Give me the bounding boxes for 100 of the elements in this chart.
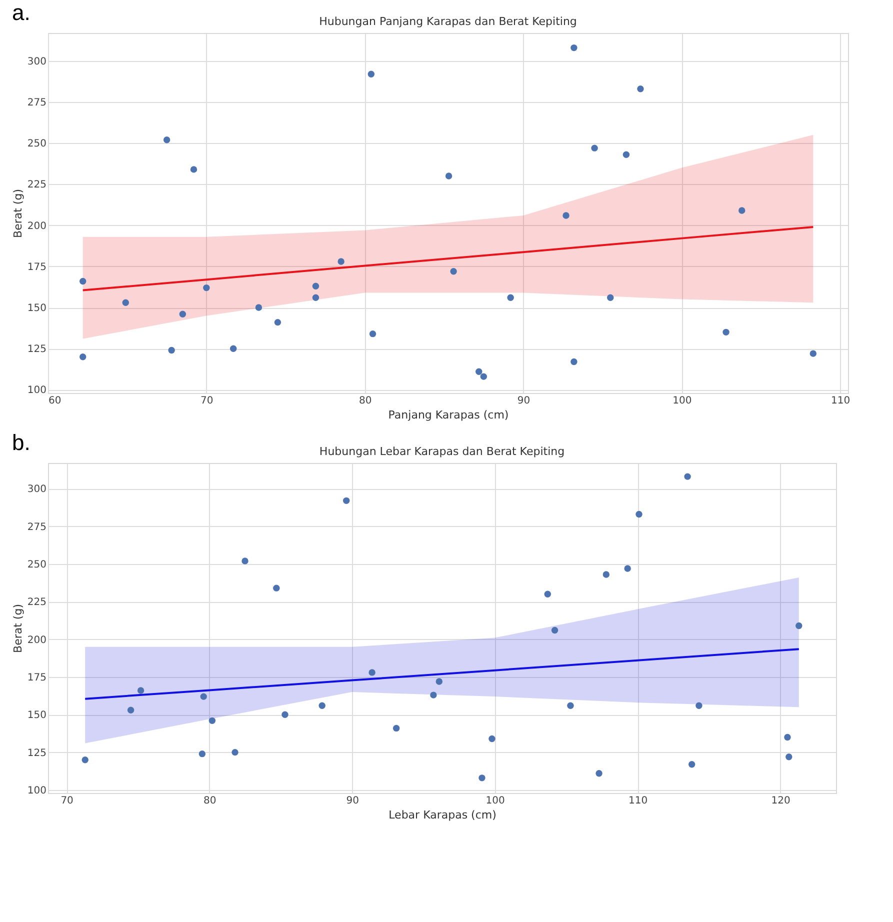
point <box>255 304 262 311</box>
point <box>591 144 598 152</box>
x-tick-label: 80 <box>203 796 216 806</box>
point <box>179 310 186 318</box>
point <box>232 748 238 756</box>
y-tick-label: 100 <box>27 385 46 396</box>
y-tick-label: 275 <box>27 522 46 533</box>
point <box>312 282 320 290</box>
point <box>312 294 320 302</box>
point <box>602 571 610 578</box>
line-series <box>82 226 814 292</box>
x-tick-label: 100 <box>672 396 692 406</box>
point <box>596 770 602 777</box>
point <box>696 702 702 709</box>
text: b. <box>12 430 30 456</box>
y-tick-label: 300 <box>27 484 46 496</box>
y-axis-title: Berat (g) <box>11 189 24 238</box>
y-tick-label: 175 <box>27 672 46 684</box>
chart-title: Hubungan Panjang Karapas dan Berat Kepiting <box>319 15 577 28</box>
point <box>122 299 129 306</box>
point <box>430 692 437 698</box>
y-tick-label: 200 <box>27 220 46 232</box>
x-tick-label: 110 <box>831 396 850 406</box>
line-series <box>84 648 800 700</box>
point <box>127 706 134 714</box>
x-tick-label: 90 <box>517 396 530 406</box>
point <box>784 734 791 741</box>
point <box>722 328 730 336</box>
point <box>368 669 376 676</box>
y-tick-label: 125 <box>27 748 46 759</box>
point <box>570 358 578 366</box>
point <box>688 761 696 768</box>
point <box>637 86 644 92</box>
point <box>796 622 802 630</box>
point <box>343 497 350 504</box>
point <box>738 207 746 214</box>
point <box>562 212 570 219</box>
point <box>318 702 326 709</box>
point <box>368 70 375 78</box>
y-tick-label: 250 <box>27 559 46 570</box>
point <box>488 735 496 742</box>
point <box>282 711 288 718</box>
point <box>168 346 175 354</box>
point <box>622 151 630 158</box>
point <box>242 558 248 564</box>
x-axis-title: Lebar Karapas (cm) <box>388 808 496 822</box>
y-tick-label: 125 <box>27 344 46 356</box>
point <box>567 702 574 709</box>
y-axis-title: Berat (g) <box>11 604 24 653</box>
chart-title: Hubungan Lebar Karapas dan Berat Kepiting <box>319 445 565 458</box>
point <box>551 626 558 634</box>
text: a. <box>12 0 30 26</box>
x-tick-label: 70 <box>200 396 214 406</box>
point <box>392 724 400 732</box>
point <box>198 750 206 758</box>
point <box>208 717 216 724</box>
point <box>79 278 86 285</box>
x-tick-label: 70 <box>60 796 74 806</box>
point <box>544 590 551 598</box>
y-tick-label: 300 <box>27 56 46 68</box>
point <box>624 565 631 572</box>
point <box>137 687 144 694</box>
point <box>274 318 282 326</box>
x-axis-title: Panjang Karapas (cm) <box>388 408 509 422</box>
y-tick-label: 150 <box>27 710 46 722</box>
point <box>163 136 170 144</box>
y-tick-label: 225 <box>27 180 46 191</box>
y-tick-label: 225 <box>27 597 46 608</box>
point <box>636 510 642 518</box>
point <box>79 353 86 360</box>
point <box>476 368 482 375</box>
x-tick-label: 90 <box>346 796 359 806</box>
point <box>190 166 198 173</box>
x-tick-label: 60 <box>48 396 62 406</box>
point <box>786 753 792 760</box>
x-tick-label: 120 <box>771 796 790 806</box>
point <box>369 330 376 338</box>
point <box>607 294 614 302</box>
y-tick-label: 250 <box>27 138 46 150</box>
point <box>480 373 487 380</box>
y-tick-label: 200 <box>27 634 46 646</box>
y-tick-label: 100 <box>27 785 46 796</box>
point <box>810 350 816 357</box>
point <box>570 44 578 52</box>
point <box>200 693 207 700</box>
point <box>338 258 344 265</box>
x-tick-label: 100 <box>486 796 505 806</box>
point <box>507 294 514 302</box>
point <box>445 172 452 180</box>
point <box>684 473 691 480</box>
y-tick-label: 150 <box>27 303 46 314</box>
point <box>436 678 442 685</box>
point <box>82 756 88 764</box>
y-tick-label: 175 <box>27 262 46 273</box>
y-tick-label: 275 <box>27 98 46 109</box>
point <box>273 584 280 592</box>
point <box>478 774 486 782</box>
x-tick-label: 80 <box>358 396 372 406</box>
point <box>203 284 210 292</box>
x-tick-label: 110 <box>628 796 648 806</box>
